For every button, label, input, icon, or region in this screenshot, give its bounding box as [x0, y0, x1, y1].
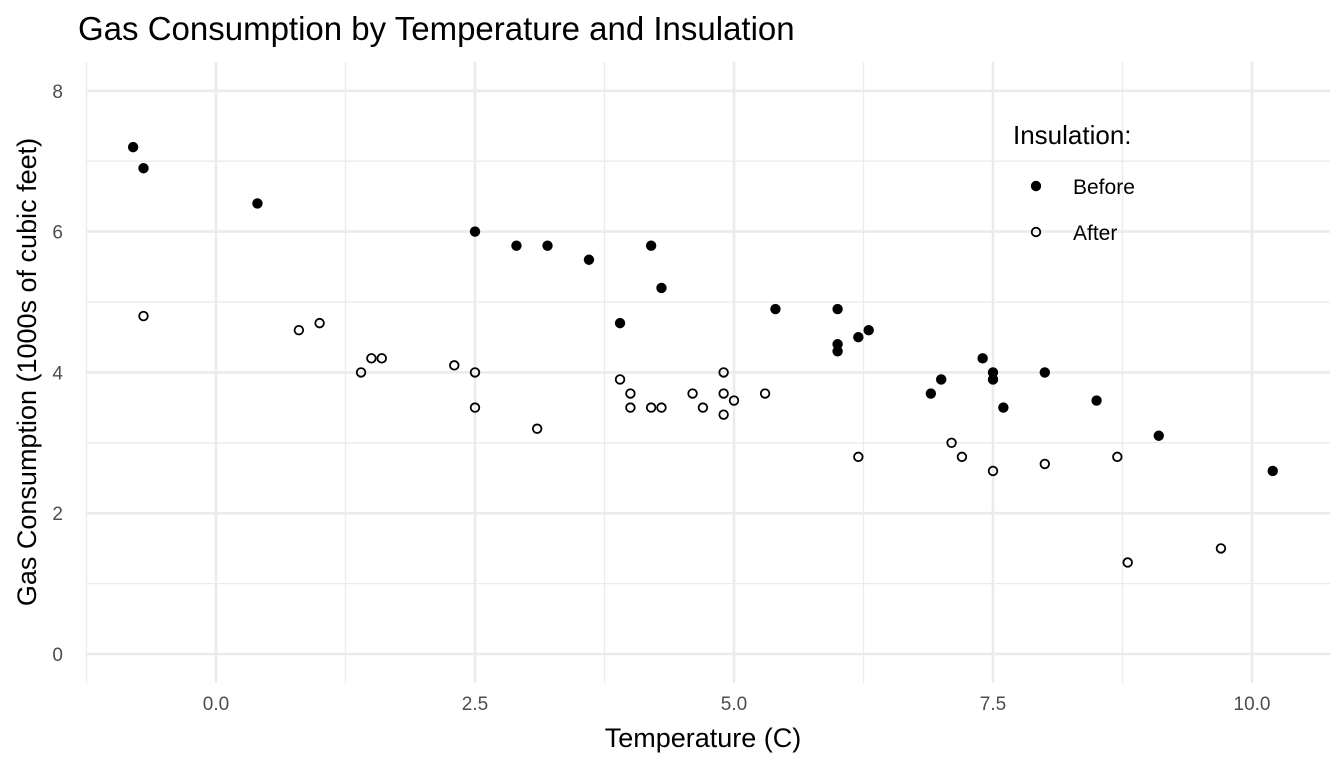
y-tick-label: 0 [52, 645, 63, 666]
chart-title: Gas Consumption by Temperature and Insul… [78, 10, 795, 47]
data-point-after [946, 437, 957, 449]
x-tick-label: 10.0 [1234, 694, 1271, 715]
data-point-before [645, 240, 657, 251]
data-point-before [770, 303, 781, 315]
data-point-after [355, 367, 367, 378]
data-point-after [625, 388, 636, 399]
data-point-before [656, 282, 667, 294]
data-point-after [853, 451, 864, 463]
data-point-before [1039, 367, 1051, 378]
data-point-before [977, 353, 988, 364]
data-point-after [718, 388, 729, 399]
data-point-before [542, 240, 553, 251]
legend-label-after: After [1073, 222, 1117, 245]
data-point-before [138, 163, 149, 174]
y-tick-label: 4 [52, 363, 63, 384]
data-point-before [998, 402, 1009, 413]
data-point-after [614, 374, 626, 385]
data-point-before [936, 374, 947, 385]
data-point-after [1112, 451, 1123, 463]
data-point-before [583, 254, 595, 265]
data-point-after [645, 402, 657, 413]
data-point-before [127, 141, 139, 153]
data-point-before [925, 388, 937, 399]
data-point-after [469, 402, 481, 413]
data-point-after [449, 360, 460, 371]
data-point-after [718, 409, 729, 420]
legend: Insulation: Before After [1013, 120, 1135, 245]
x-tick-label: 5.0 [721, 694, 747, 715]
data-point-before [511, 240, 522, 251]
data-point-after [697, 402, 709, 413]
data-point-before [987, 374, 999, 385]
x-tick-label: 2.5 [462, 694, 488, 715]
data-point-after [293, 324, 305, 336]
data-point-after [718, 367, 729, 378]
data-point-after [728, 395, 740, 406]
data-point-after [956, 451, 968, 463]
y-tick-label: 2 [52, 504, 63, 525]
data-point-after [366, 353, 377, 364]
legend-title: Insulation: [1013, 120, 1132, 150]
legend-label-before: Before [1073, 176, 1135, 199]
data-point-after [656, 402, 667, 413]
y-axis-title: Gas Consumption (1000s of cubic feet) [12, 138, 42, 606]
data-point-after [314, 317, 325, 329]
data-point-before [469, 226, 481, 237]
data-point-before [863, 324, 874, 336]
legend-key-after [1030, 226, 1042, 238]
data-point-before [853, 332, 864, 343]
data-point-after [759, 388, 771, 399]
data-point-after [531, 423, 543, 434]
data-point-before [832, 303, 843, 315]
data-point-after [687, 388, 698, 399]
data-point-after [138, 310, 149, 322]
data-point-after [469, 367, 481, 378]
grid [85, 62, 1330, 683]
x-tick-label: 0.0 [203, 694, 229, 715]
legend-key-before [1030, 180, 1042, 192]
tick-labels: 0.0 2.5 5.0 7.5 10.0 0 2 4 6 8 [52, 82, 1270, 715]
data-point-before [832, 339, 843, 350]
data-point-before [252, 198, 263, 209]
data-point-before [1091, 395, 1102, 406]
y-tick-label: 6 [52, 223, 63, 244]
data-point-before [1153, 430, 1164, 441]
data-point-after [1122, 557, 1133, 568]
data-point-before [1267, 465, 1278, 477]
data-point-after [376, 353, 387, 364]
y-tick-label: 8 [52, 82, 63, 103]
x-tick-label: 7.5 [980, 694, 1006, 715]
x-axis-title: Temperature (C) [605, 723, 802, 753]
data-points [127, 141, 1278, 568]
data-point-after [987, 465, 999, 477]
data-point-after [625, 402, 636, 413]
data-point-after [1215, 543, 1227, 554]
data-point-after [1039, 458, 1051, 470]
data-point-before [614, 317, 626, 329]
